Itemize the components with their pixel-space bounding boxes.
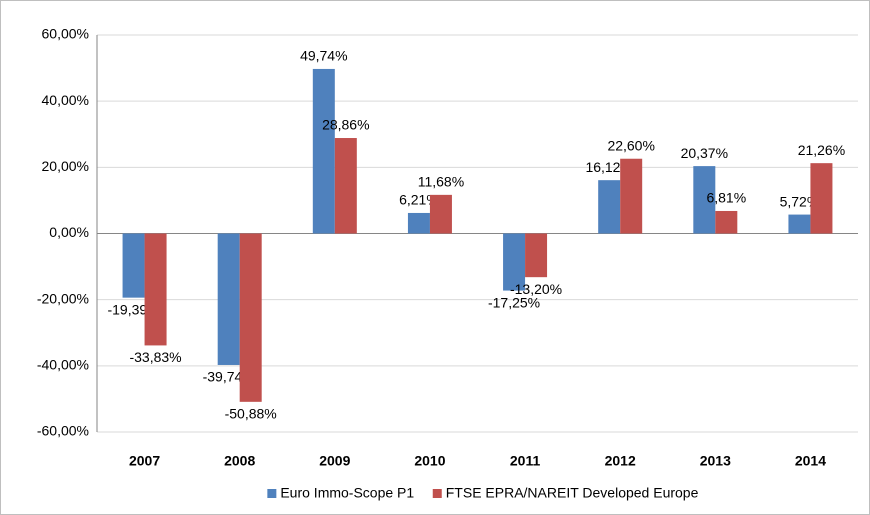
bar xyxy=(334,138,357,234)
x-tick-label: 2008 xyxy=(224,453,255,469)
data-label: 5,72% xyxy=(780,193,820,209)
data-label: 28,86% xyxy=(322,117,369,133)
x-tick-label: 2014 xyxy=(795,453,826,469)
x-tick-label: 2010 xyxy=(414,453,445,469)
y-tick-label: 20,00% xyxy=(42,158,89,174)
bar xyxy=(598,180,621,234)
data-label: 11,68% xyxy=(418,174,464,190)
data-label: 49,74% xyxy=(300,48,347,64)
bar xyxy=(239,233,262,402)
bar xyxy=(715,210,738,234)
y-tick-label: 0,00% xyxy=(49,224,89,240)
data-label: 21,26% xyxy=(798,142,845,158)
legend-swatch xyxy=(432,489,442,498)
y-tick-label: -40,00% xyxy=(37,357,89,373)
bar xyxy=(312,68,335,234)
legend-label: Euro Immo-Scope P1 xyxy=(280,485,414,501)
bar xyxy=(429,194,452,234)
data-label: 6,21% xyxy=(399,192,439,208)
y-tick-label: 40,00% xyxy=(42,92,89,108)
bar xyxy=(217,233,240,365)
data-label: 22,60% xyxy=(607,137,654,153)
bar xyxy=(144,233,167,346)
x-tick-label: 2012 xyxy=(605,453,636,469)
x-tick-label: 2011 xyxy=(510,453,541,469)
data-label: -13,20% xyxy=(510,281,562,297)
y-tick-label: 60,00% xyxy=(42,26,89,42)
y-tick-label: -20,00% xyxy=(37,290,89,306)
data-label: -50,88% xyxy=(225,406,277,422)
data-label: 20,37% xyxy=(681,145,728,161)
bar xyxy=(525,233,548,278)
bar xyxy=(810,163,833,234)
bar xyxy=(620,158,643,234)
bar xyxy=(503,233,526,291)
bar xyxy=(693,166,716,234)
x-tick-label: 2013 xyxy=(700,453,731,469)
x-tick-label: 2007 xyxy=(129,453,160,469)
legend-swatch xyxy=(267,489,277,498)
data-label: 6,81% xyxy=(706,190,746,206)
x-tick-label: 2009 xyxy=(319,453,350,469)
bar xyxy=(788,214,811,234)
bar xyxy=(407,212,430,234)
y-tick-label: -60,00% xyxy=(37,423,89,439)
data-label: -33,83% xyxy=(129,349,181,365)
bar xyxy=(122,233,145,298)
data-label: -17,25% xyxy=(488,294,540,310)
legend-label: FTSE EPRA/NAREIT Developed Europe xyxy=(446,485,699,501)
